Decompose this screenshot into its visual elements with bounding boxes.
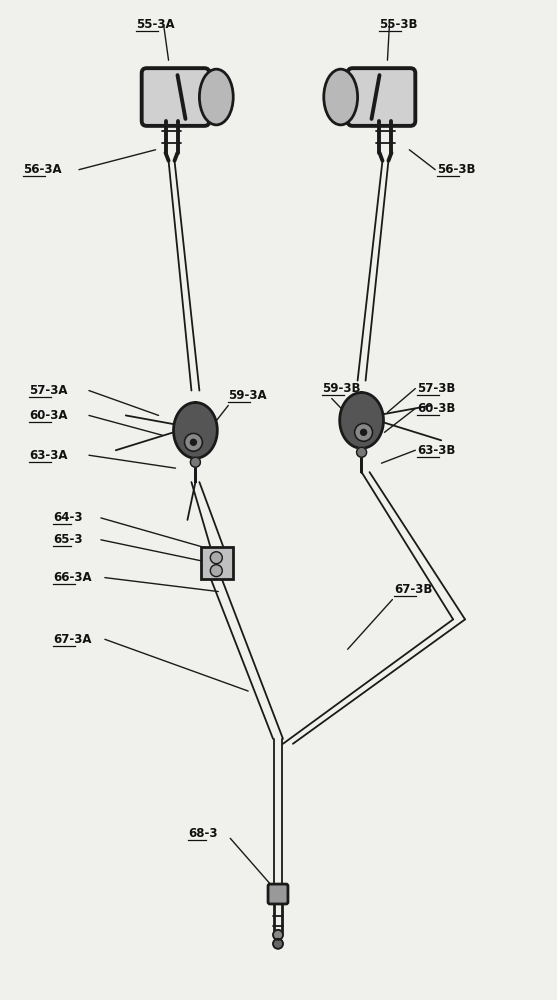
Circle shape xyxy=(273,930,283,940)
Text: 60-3A: 60-3A xyxy=(30,409,68,422)
Circle shape xyxy=(273,939,283,949)
Text: 55-3A: 55-3A xyxy=(136,18,174,31)
Text: 59-3B: 59-3B xyxy=(322,382,360,395)
Circle shape xyxy=(190,439,197,445)
Polygon shape xyxy=(174,402,217,482)
Text: 55-3B: 55-3B xyxy=(379,18,418,31)
Text: 60-3B: 60-3B xyxy=(417,402,456,415)
Ellipse shape xyxy=(199,69,233,125)
Text: 67-3B: 67-3B xyxy=(394,583,433,596)
Circle shape xyxy=(211,565,222,577)
Circle shape xyxy=(184,433,202,451)
FancyBboxPatch shape xyxy=(268,884,288,904)
Circle shape xyxy=(360,429,367,435)
Text: 57-3B: 57-3B xyxy=(417,382,456,395)
Text: 64-3: 64-3 xyxy=(53,511,82,524)
Polygon shape xyxy=(340,393,383,472)
Text: 65-3: 65-3 xyxy=(53,533,82,546)
Circle shape xyxy=(356,447,367,457)
Ellipse shape xyxy=(324,69,358,125)
Circle shape xyxy=(190,457,201,467)
Text: 57-3A: 57-3A xyxy=(30,384,68,397)
FancyBboxPatch shape xyxy=(202,547,233,579)
Text: 63-3A: 63-3A xyxy=(30,449,68,462)
FancyBboxPatch shape xyxy=(141,68,209,126)
Text: 63-3B: 63-3B xyxy=(417,444,456,457)
Circle shape xyxy=(355,423,373,441)
Text: 59-3A: 59-3A xyxy=(228,389,267,402)
Text: 56-3B: 56-3B xyxy=(437,163,476,176)
Text: 67-3A: 67-3A xyxy=(53,633,92,646)
FancyBboxPatch shape xyxy=(348,68,416,126)
Text: 68-3: 68-3 xyxy=(188,827,218,840)
Text: 56-3A: 56-3A xyxy=(23,163,62,176)
Circle shape xyxy=(211,552,222,564)
Text: 66-3A: 66-3A xyxy=(53,571,92,584)
